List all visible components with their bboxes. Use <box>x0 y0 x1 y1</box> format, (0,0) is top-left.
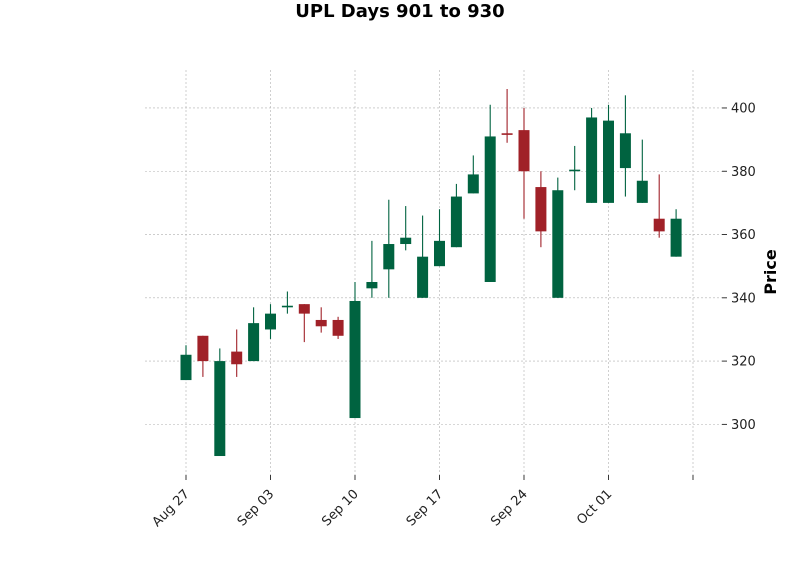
candle <box>569 145 581 191</box>
candle-body-down <box>231 351 243 365</box>
candle-body-up <box>434 240 445 267</box>
candle-body-up <box>484 136 496 282</box>
x-tick-label: Aug 27 <box>150 487 193 530</box>
x-tick-label: Sep 03 <box>235 487 278 530</box>
candle-body-down <box>298 304 310 314</box>
candle-body-up <box>467 174 479 194</box>
candle <box>400 206 412 251</box>
candle-body-down <box>197 335 209 362</box>
candle <box>417 215 429 298</box>
y-tick-label: 400 <box>731 101 756 116</box>
candle <box>552 177 564 298</box>
candle-body-up <box>636 180 648 203</box>
x-axis: Aug 27 Sep 03 Sep 10 Sep 17 Sep 24 Oct 01 <box>150 475 694 530</box>
candle-body-up <box>619 133 631 169</box>
candle-body-up <box>417 256 429 298</box>
candle-body-down <box>501 133 513 135</box>
chart-title: UPL Days 901 to 930 <box>295 1 504 22</box>
candle-body-down <box>315 319 327 327</box>
y-axis-title: Price <box>761 249 780 295</box>
candle <box>501 88 513 143</box>
candle-body-up <box>180 354 192 381</box>
candle-body-up <box>349 300 361 419</box>
candle <box>315 307 327 333</box>
candle <box>248 307 260 362</box>
grid-lines <box>145 70 722 475</box>
y-tick-label: 320 <box>731 355 756 370</box>
candle <box>586 107 598 203</box>
candle <box>603 104 614 203</box>
candle-body-up <box>569 169 581 172</box>
candle <box>180 345 192 381</box>
y-tick-label: 360 <box>731 228 756 243</box>
candle <box>653 174 665 238</box>
candle-body-up <box>400 237 412 245</box>
candle-body-down <box>332 319 344 336</box>
candle <box>619 95 631 197</box>
y-tick-label: 380 <box>731 165 756 180</box>
candle <box>383 199 395 298</box>
candle <box>518 107 530 219</box>
candle <box>434 209 445 267</box>
candle-body-up <box>586 117 598 203</box>
x-tick-label: Sep 10 <box>319 487 362 530</box>
candle-body-up <box>281 305 293 308</box>
candle-body-down <box>535 187 547 232</box>
y-tick-label: 300 <box>731 418 756 433</box>
candle <box>265 304 276 339</box>
candle-body-up <box>214 361 226 457</box>
x-tick-label: Sep 17 <box>404 487 447 530</box>
candle <box>535 171 547 248</box>
candle-body-up <box>603 120 614 203</box>
y-tick-label: 340 <box>731 291 756 306</box>
candle <box>467 155 479 194</box>
y-axis: 300 320 340 360 380 400 <box>722 101 756 433</box>
candle-body-up <box>248 323 260 362</box>
candle-body-down <box>653 218 665 232</box>
candle-body-up <box>552 190 564 298</box>
candle <box>197 335 209 377</box>
candle-body-down <box>518 130 530 172</box>
candle <box>636 139 648 203</box>
candle <box>214 348 226 457</box>
candle <box>484 104 496 282</box>
candle <box>349 281 361 419</box>
candle <box>366 240 378 298</box>
candle-body-up <box>265 313 276 330</box>
candle <box>298 304 310 343</box>
x-tick-label: Sep 24 <box>488 487 531 530</box>
candle-body-up <box>450 196 462 248</box>
candle <box>332 316 344 339</box>
candle-body-up <box>670 218 682 257</box>
candle <box>670 209 682 257</box>
candle <box>231 329 243 377</box>
candle <box>450 183 462 248</box>
candles <box>180 88 682 457</box>
candle-body-up <box>366 281 378 289</box>
x-tick-label: Oct 01 <box>574 487 615 528</box>
candle <box>281 291 293 314</box>
candle-body-up <box>383 244 395 270</box>
